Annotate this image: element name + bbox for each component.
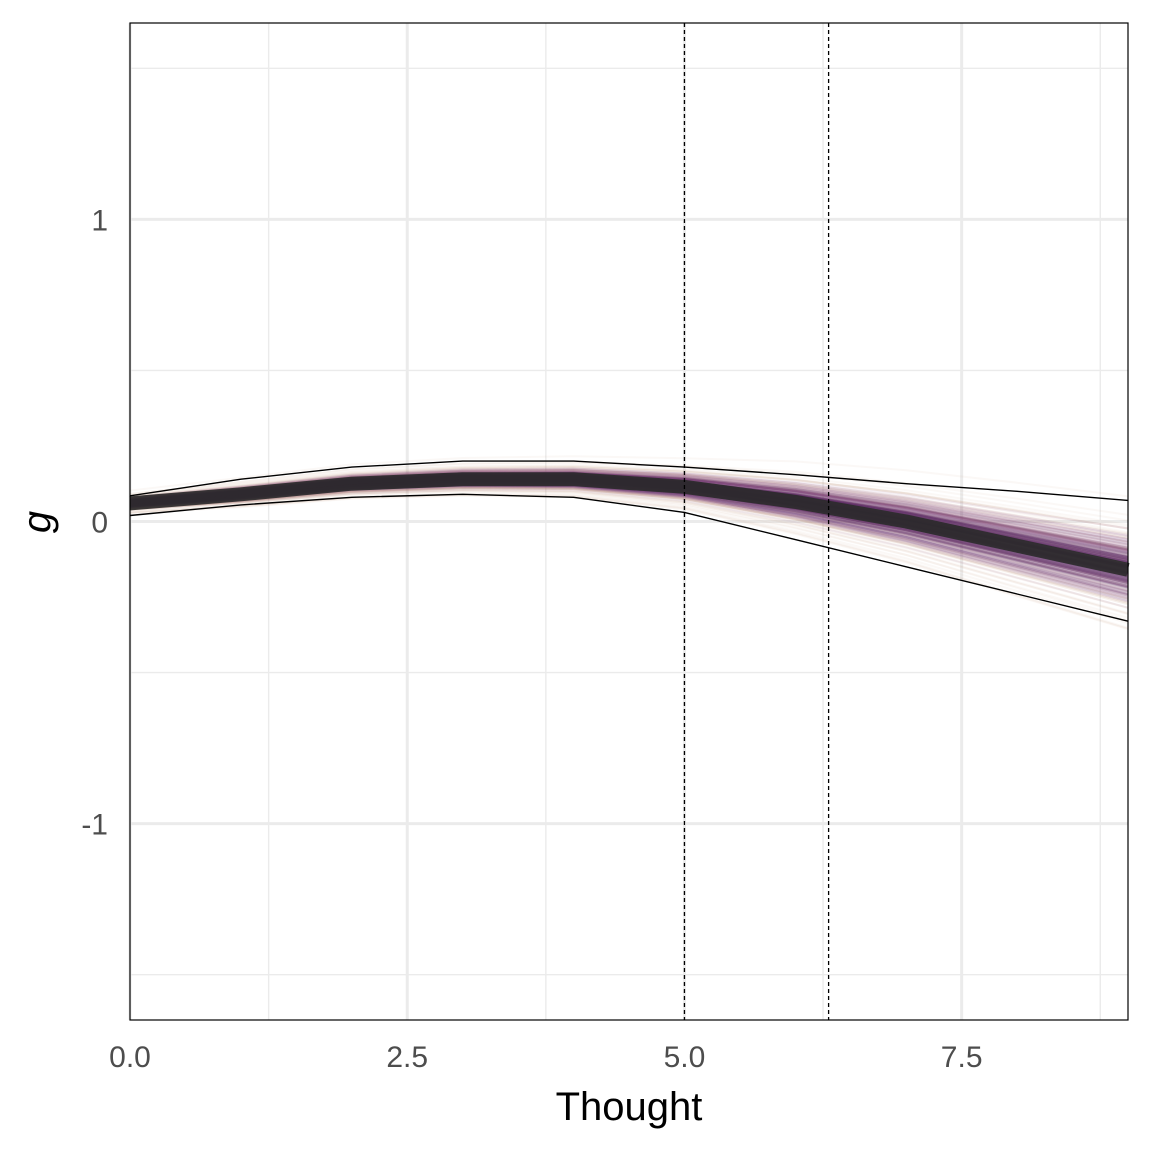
posterior-draw-line: [129, 466, 1129, 530]
posterior-draw-line: [129, 464, 1129, 526]
posterior-draw-line: [129, 465, 1129, 530]
posterior-draw-line: [129, 466, 1129, 528]
posterior-draw-line: [129, 488, 1129, 609]
posterior-draw-line: [129, 489, 1129, 616]
x-axis-title: Thought: [556, 1085, 703, 1129]
x-tick-label: 2.5: [386, 1041, 428, 1074]
posterior-draw-line: [129, 464, 1129, 534]
y-tick-label: 0: [91, 507, 108, 540]
median-line: [129, 472, 1130, 577]
posterior-draw-line: [129, 467, 1129, 536]
posterior-draw-line: [129, 486, 1129, 595]
posterior-draw-line: [129, 488, 1129, 609]
panel-border: [129, 22, 1129, 1021]
y-axis-title: g: [15, 511, 59, 533]
posterior-draw-line: [129, 486, 1129, 606]
posterior-draw-line: [129, 469, 1129, 544]
posterior-draw-line: [129, 487, 1129, 604]
posterior-draw-line: [129, 468, 1129, 540]
posterior-draw-line: [129, 487, 1129, 604]
credible-band-lines: [129, 460, 1129, 622]
x-tick-label: 7.5: [941, 1041, 983, 1074]
posterior-draw-line: [129, 486, 1129, 603]
upper-band-line: [129, 460, 1129, 502]
x-tick-labels: 0.0 2.5 5.0 7.5: [109, 1041, 982, 1074]
posterior-draw-line: [129, 467, 1129, 536]
y-tick-labels: -1 0 1: [81, 204, 108, 841]
posterior-draw-line: [129, 486, 1129, 593]
posterior-draw-line: [129, 487, 1129, 600]
posterior-draw-line: [129, 466, 1129, 530]
posterior-draw-line: [129, 487, 1129, 600]
posterior-draw-line: [129, 494, 1129, 630]
posterior-draw-line: [129, 488, 1129, 614]
lower-band-line: [129, 493, 1129, 622]
posterior-draw-line: [129, 468, 1129, 540]
reference-lines: [683, 23, 830, 1020]
y-tick-label: 1: [91, 204, 108, 237]
posterior-draw-line: [129, 487, 1129, 609]
posterior-draw-line: [129, 490, 1129, 622]
x-tick-label: 5.0: [664, 1041, 706, 1074]
y-tick-label: -1: [81, 809, 108, 842]
posterior-draw-line: [129, 489, 1129, 615]
posterior-draw-line: [129, 487, 1129, 603]
posterior-draws: [129, 455, 1130, 631]
posterior-draw-line: [129, 468, 1129, 538]
posterior-draw-line: [129, 494, 1129, 631]
posterior-draw-line: [129, 467, 1129, 538]
posterior-draw-line: [129, 468, 1129, 544]
posterior-draw-line: [129, 455, 1129, 498]
posterior-draw-line: [129, 468, 1129, 535]
x-tick-label: 0.0: [109, 1041, 151, 1074]
posterior-draw-line: [129, 468, 1129, 539]
posterior-draw-line: [129, 467, 1129, 530]
